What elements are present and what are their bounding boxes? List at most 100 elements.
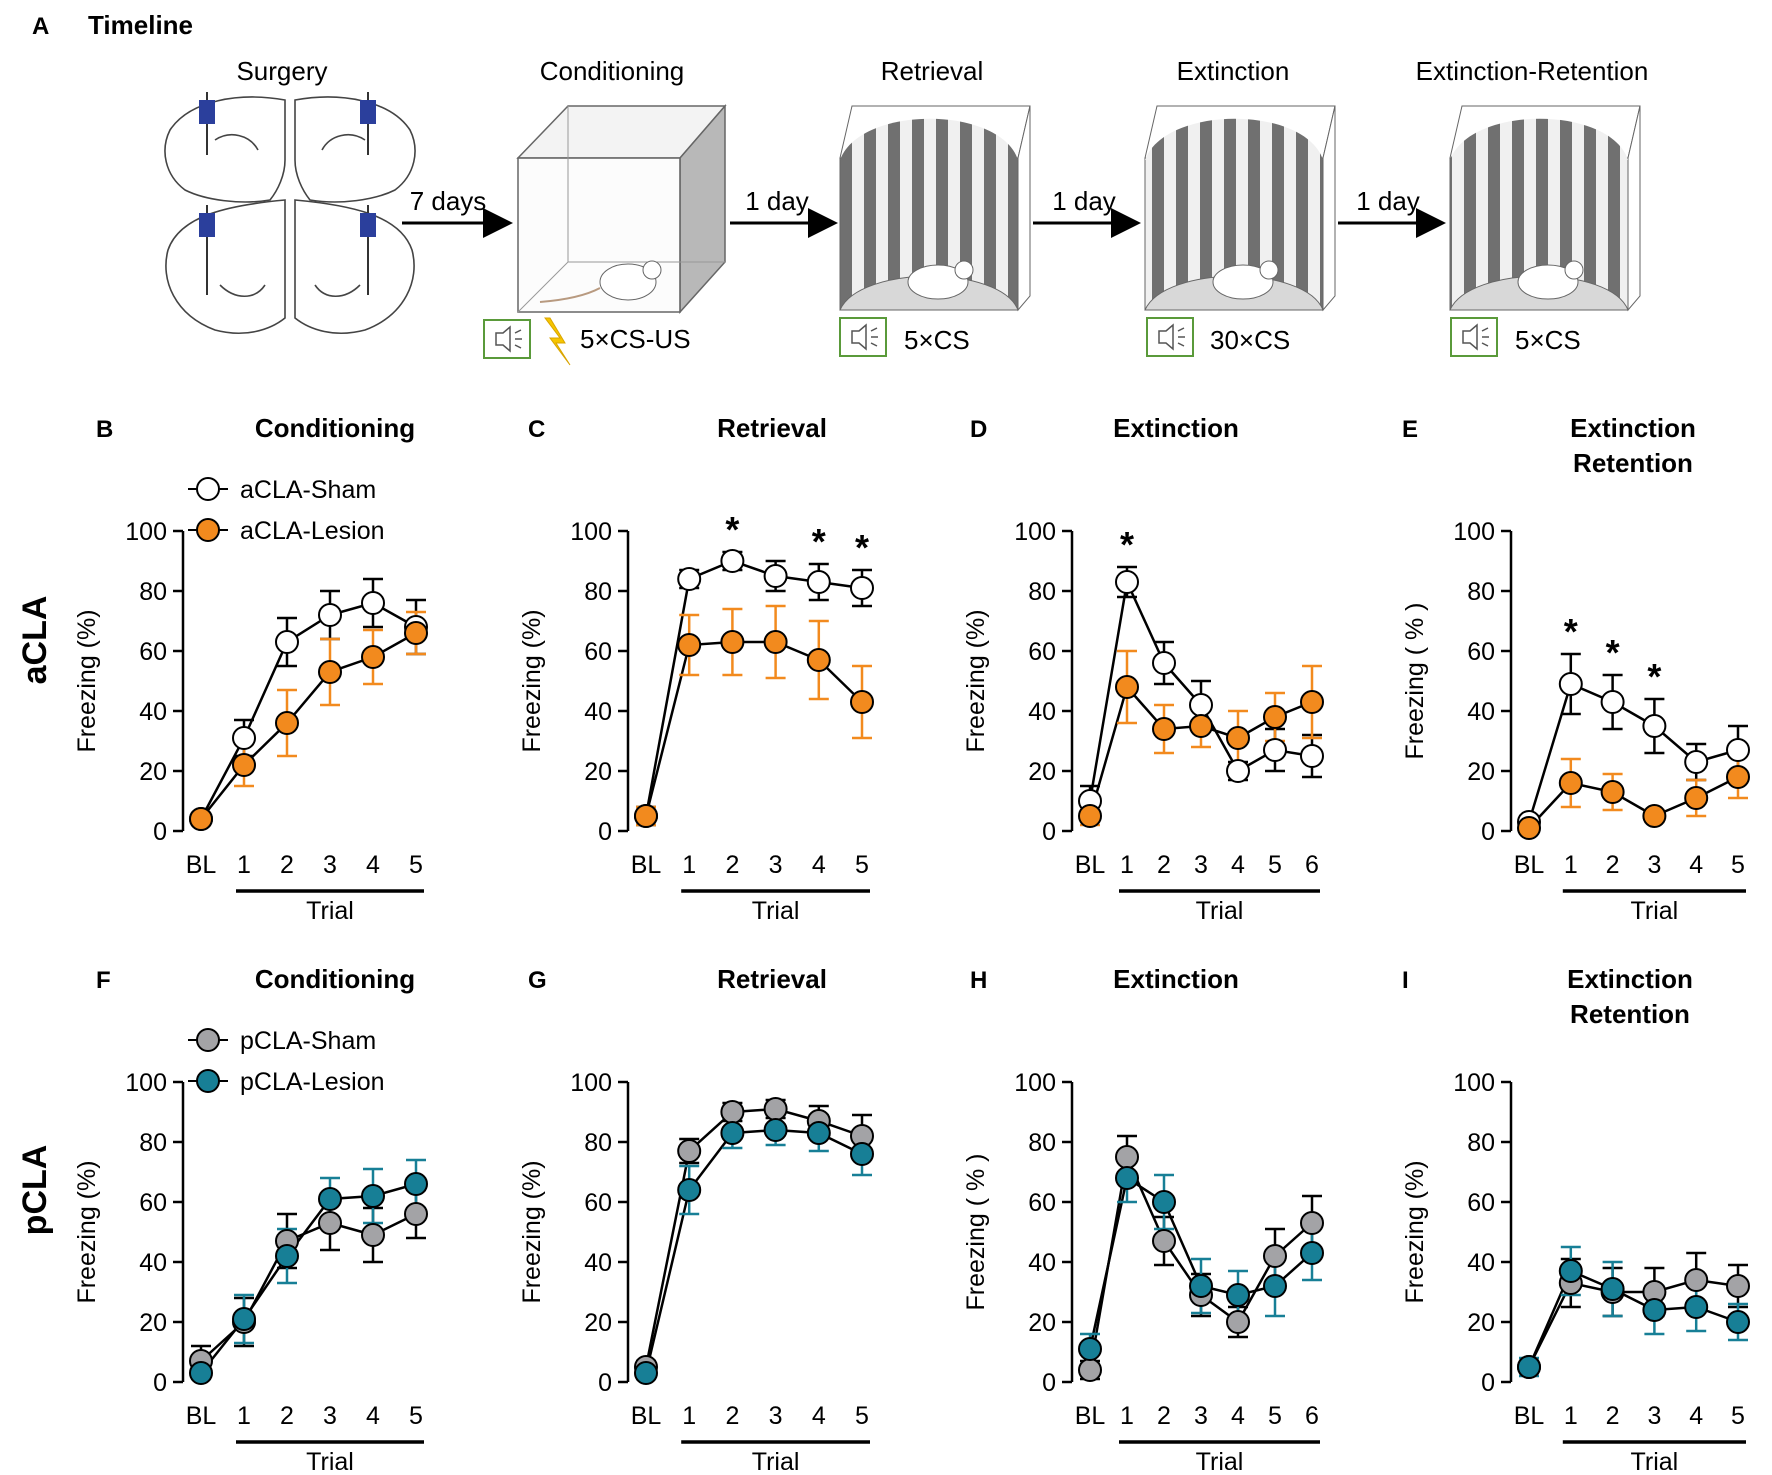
data-point	[1726, 738, 1750, 762]
conditioning-chamber	[516, 103, 727, 314]
data-point	[1300, 744, 1324, 768]
interval-1-day-c: 1 day	[1356, 186, 1420, 216]
data-point	[806, 648, 831, 672]
x-axis-label: Trial	[752, 897, 800, 925]
data-point	[275, 1244, 299, 1268]
y-tick-label: 100	[570, 518, 612, 546]
chart-title: Retrieval	[717, 413, 827, 443]
chart-title: Extinction	[1570, 413, 1696, 443]
y-tick-label: 20	[584, 758, 612, 786]
chart-title: Retention	[1570, 999, 1690, 1029]
data-point	[806, 570, 831, 594]
series-line	[200, 1182, 417, 1374]
panel-letter: B	[96, 416, 113, 443]
data-point	[361, 591, 385, 615]
legend-pcla: pCLA-Sham pCLA-Lesion	[188, 1027, 385, 1096]
data-point	[318, 1187, 342, 1211]
significance-star: *	[1647, 656, 1661, 697]
data-point	[850, 1142, 874, 1166]
panel-a-letter: A	[32, 13, 49, 40]
y-tick-label: 40	[1028, 1249, 1056, 1277]
data-point	[1226, 1310, 1250, 1334]
data-point	[1189, 1274, 1213, 1298]
speaker-icon	[1146, 317, 1194, 357]
legend-marker-acla-lesion	[196, 518, 220, 542]
chart-title: Extinction	[1567, 964, 1693, 994]
panel-letter: E	[1402, 416, 1418, 443]
data-point	[763, 564, 788, 588]
data-point	[677, 1139, 702, 1163]
series-acla-lesion	[1519, 754, 1748, 833]
y-tick-label: 60	[1028, 1189, 1056, 1217]
x-tick-label: 5	[855, 1402, 869, 1430]
chart-title: Conditioning	[255, 964, 415, 994]
series-pcla-lesion	[636, 1113, 872, 1381]
chart-panel-c: C Retrieval 0 20 40 60 80 100 Freezing (%) BL 1 2 3 4…	[518, 413, 874, 925]
x-tick-label: 5	[1731, 1402, 1745, 1430]
y-tick-label: 80	[139, 1129, 167, 1157]
x-tick-label: BL	[1075, 851, 1106, 879]
panel-letter: D	[970, 416, 987, 443]
legend-label-acla-lesion: aCLA-Lesion	[240, 517, 385, 545]
y-tick-label: 20	[1467, 1309, 1495, 1337]
cs-label-retention: 5×CS	[1515, 325, 1581, 355]
x-tick-label: 2	[725, 1402, 739, 1430]
interval-1-day-b: 1 day	[1052, 186, 1116, 216]
data-point	[1189, 693, 1213, 717]
x-axis-label: Trial	[752, 1448, 800, 1475]
data-point	[1078, 1358, 1102, 1382]
series-pcla-lesion	[1519, 1245, 1748, 1378]
data-point	[720, 1121, 745, 1145]
y-tick-label: 60	[1028, 638, 1056, 666]
x-tick-label: BL	[1075, 1402, 1106, 1430]
data-point	[763, 1118, 788, 1142]
legend-marker-acla-sham	[196, 477, 220, 501]
y-tick-label: 100	[1453, 518, 1495, 546]
chart-title: Extinction	[1113, 413, 1239, 443]
stage-label-surgery: Surgery	[236, 56, 327, 86]
data-point	[1642, 804, 1667, 828]
significance-star: *	[725, 509, 739, 550]
x-tick-label: 3	[769, 851, 783, 879]
data-point	[1684, 786, 1709, 810]
panel-a-title: Timeline	[88, 10, 193, 40]
y-tick-label: 60	[584, 638, 612, 666]
data-point	[763, 630, 788, 654]
y-tick-label: 100	[1014, 518, 1056, 546]
cs-label-extinction: 30×CS	[1210, 325, 1290, 355]
y-tick-label: 20	[1467, 758, 1495, 786]
cs-label-conditioning: 5×CS-US	[580, 324, 691, 354]
data-point	[232, 1307, 256, 1331]
series-pcla-sham	[191, 1188, 426, 1378]
x-tick-label: 2	[1606, 1402, 1620, 1430]
data-point	[763, 1097, 788, 1121]
y-tick-label: 60	[139, 1189, 167, 1217]
y-axis-label: Freezing ( % )	[1401, 603, 1429, 760]
data-point	[404, 1202, 428, 1226]
data-point	[189, 807, 213, 831]
data-point	[1226, 726, 1250, 750]
y-tick-label: 20	[584, 1309, 612, 1337]
chart-title: Conditioning	[255, 413, 415, 443]
x-tick-label: BL	[1514, 1402, 1545, 1430]
x-tick-label: BL	[631, 851, 662, 879]
y-tick-label: 0	[1042, 1369, 1056, 1397]
series-line	[644, 640, 863, 817]
data-point	[189, 1361, 213, 1385]
x-tick-label: 5	[1268, 1402, 1282, 1430]
data-point	[1152, 1190, 1176, 1214]
data-point	[361, 645, 385, 669]
chart-panel-g: G Retrieval 0 20 40 60 80 100 Freezing (%) BL 1 2 3 4…	[518, 964, 874, 1475]
data-point	[1300, 1241, 1324, 1265]
chart-panel-e: E Extinction Retention 0 20 40 60 80 100 Freezing…	[1401, 413, 1750, 925]
y-tick-label: 60	[1467, 1189, 1495, 1217]
data-point	[1726, 765, 1750, 789]
x-tick-label: 4	[812, 1402, 826, 1430]
y-tick-label: 40	[1467, 1249, 1495, 1277]
y-tick-label: 0	[1481, 1369, 1495, 1397]
x-tick-label: 3	[323, 1402, 337, 1430]
data-point	[1189, 714, 1213, 738]
speaker-icon	[839, 317, 887, 357]
y-tick-label: 60	[584, 1189, 612, 1217]
panel-letter: F	[96, 967, 111, 994]
